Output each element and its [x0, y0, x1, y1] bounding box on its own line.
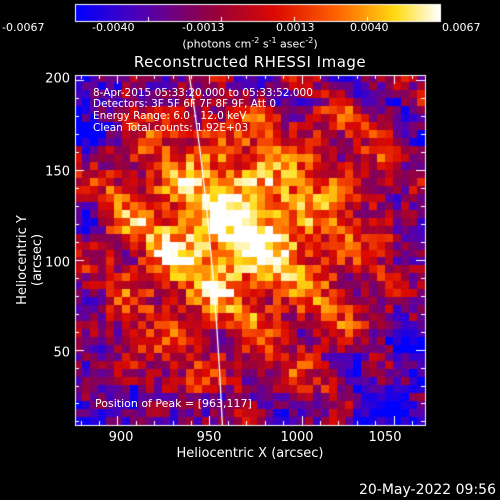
x-axis-title: Heliocentric X (arcsec): [176, 446, 324, 461]
peak-position-label: Position of Peak = [963,117]: [95, 397, 252, 410]
y-axis-title: Heliocentric Y (arcsec): [15, 215, 45, 305]
colorbar-tick: -0.0067: [2, 21, 45, 34]
x-tick-label: 900: [108, 430, 134, 445]
colorbar-tick: 0.0067: [442, 21, 481, 34]
colorbar-tick: 0.0013: [276, 21, 315, 34]
y-tick-label: 50: [53, 345, 70, 361]
colorbar-tick: -0.0013: [182, 21, 225, 34]
colorbar-tick: 0.0040: [350, 21, 389, 34]
info-time-range: 8-Apr-2015 05:33:20.000 to 05:33:52.000: [93, 87, 313, 99]
colorbar-units: (photons cm-2 s-1 asec-2): [182, 36, 318, 51]
colorbar-tick: -0.0040: [92, 21, 135, 34]
info-energy: Energy Range: 6.0 - 12.0 keV: [93, 110, 247, 122]
y-tick-label: 100: [45, 255, 70, 271]
info-detectors: Detectors: 3F 5F 6F 7F 8F 9F, Att 0: [93, 98, 277, 110]
y-tick-label: 150: [45, 164, 70, 180]
x-tick-label: 950: [196, 430, 222, 445]
x-tick-label: 1000: [280, 430, 314, 445]
x-tick-label: 1050: [368, 430, 402, 445]
info-counts: Clean Total counts: 1.92E+03: [93, 122, 249, 134]
timestamp: 20-May-2022 09:56: [358, 482, 496, 498]
chart-title: Reconstructed RHESSI Image: [133, 53, 367, 71]
y-tick-label: 200: [45, 71, 70, 87]
